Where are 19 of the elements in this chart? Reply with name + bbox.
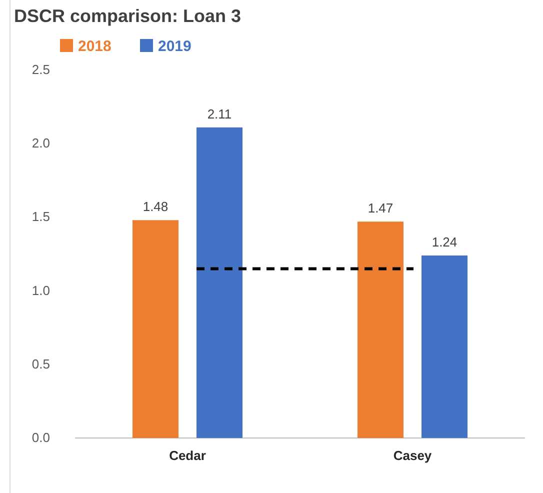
y-tick-label: 2.0	[32, 136, 50, 151]
x-tick-label: Casey	[393, 448, 432, 463]
legend-label: 2019	[158, 38, 192, 55]
y-tick-label: 0.5	[32, 356, 50, 372]
chart-title: DSCR comparison: Loan 3	[14, 6, 242, 26]
data-label: 2.11	[207, 106, 232, 122]
legend-label: 2018	[78, 38, 112, 55]
y-tick-label: 1.5	[32, 209, 50, 224]
data-label: 1.24	[432, 234, 458, 250]
bar	[422, 255, 468, 438]
data-label: 1.48	[142, 199, 168, 214]
bar	[132, 220, 178, 438]
x-tick-label: Cedar	[169, 448, 206, 463]
bar	[196, 127, 242, 438]
y-tick-label: 1.0	[32, 282, 50, 298]
y-tick-label: 2.5	[32, 62, 50, 77]
bar	[358, 222, 404, 438]
y-tick-label: 0.0	[32, 430, 50, 445]
data-label: 1.47	[368, 200, 394, 216]
